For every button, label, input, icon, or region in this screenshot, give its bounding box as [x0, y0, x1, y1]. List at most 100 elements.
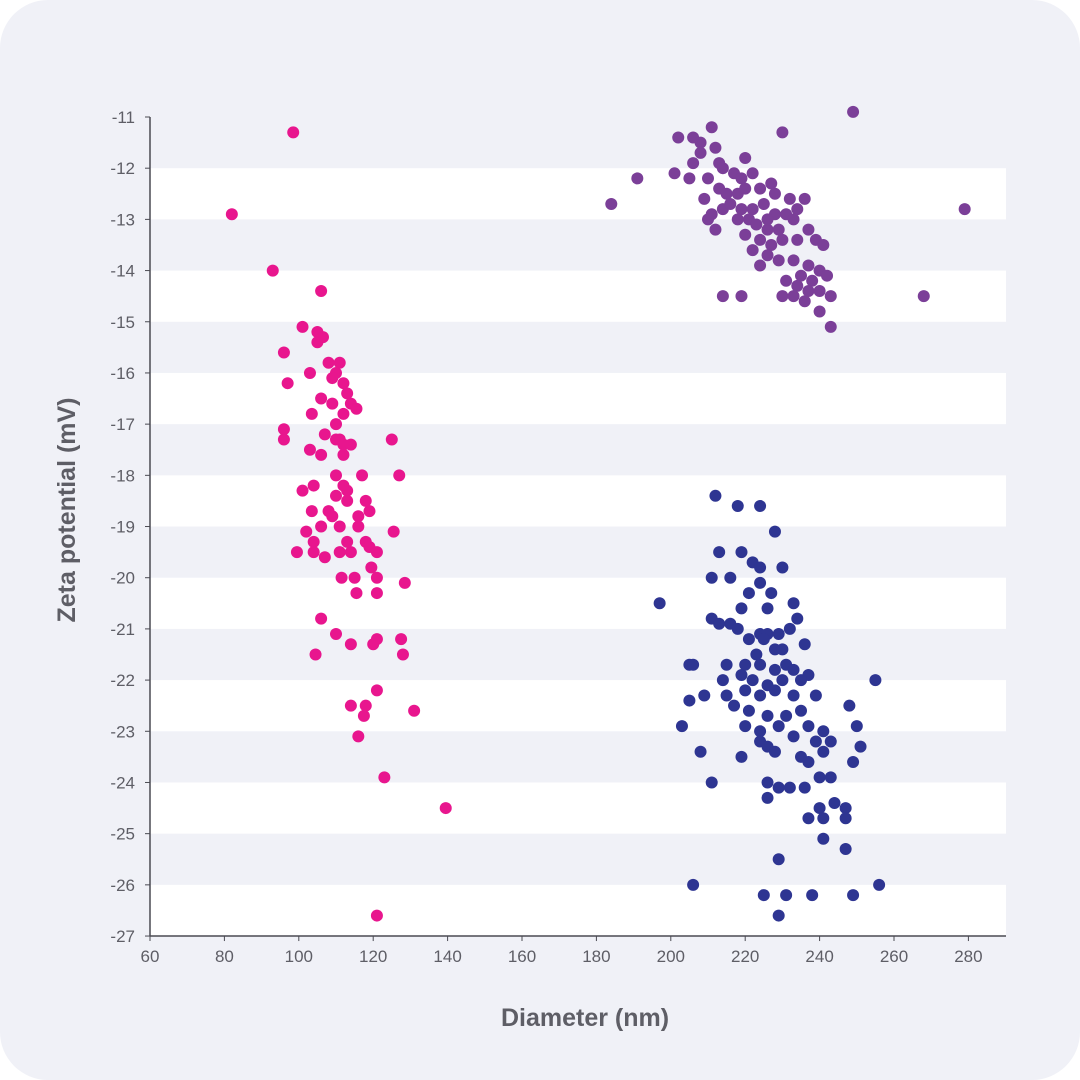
data-point-series-1	[344, 638, 357, 651]
data-point-series-3	[776, 643, 789, 656]
data-point-series-2	[709, 141, 722, 154]
data-point-series-1	[225, 208, 238, 221]
x-tick-labels: 60 80 100 120 140 160 180 200 220 240 260 280	[141, 936, 983, 966]
data-point-series-3	[761, 602, 774, 615]
data-point-series-2	[787, 290, 800, 303]
data-point-series-3	[754, 576, 767, 589]
y-tick-labels: -11 -12 -13 -14 -15 -16 -17 -18 -19 -20 -21 -22 -23 -…	[110, 108, 150, 946]
y-tick-label: -26	[110, 876, 135, 895]
data-point-series-1	[350, 402, 363, 415]
data-point-series-2	[847, 105, 860, 118]
data-point-series-2	[761, 213, 774, 226]
data-point-series-3	[817, 725, 830, 738]
data-point-series-1	[315, 448, 328, 461]
data-point-series-2	[791, 233, 804, 246]
data-point-series-1	[370, 571, 383, 584]
data-point-series-3	[728, 699, 741, 712]
data-point-series-1	[307, 479, 320, 492]
data-point-series-3	[809, 735, 822, 748]
data-point-series-3	[873, 878, 886, 891]
grid-bands	[150, 168, 1006, 937]
data-point-series-2	[791, 279, 804, 292]
data-point-series-1	[316, 331, 329, 344]
x-tick-label: 220	[731, 947, 759, 966]
data-point-series-1	[296, 484, 309, 497]
data-point-series-1	[330, 489, 342, 502]
data-point-series-2	[817, 238, 830, 251]
data-point-series-2	[795, 269, 807, 282]
data-point-series-3	[754, 725, 767, 738]
data-point-series-3	[776, 561, 789, 574]
y-tick-label: -16	[110, 364, 135, 383]
x-tick-label: 60	[141, 947, 160, 966]
data-point-series-1	[330, 469, 342, 482]
data-point-series-1	[277, 423, 290, 436]
y-tick-label: -12	[110, 159, 135, 178]
data-point-series-3	[705, 571, 718, 584]
data-point-series-1	[315, 520, 328, 533]
data-point-series-3	[687, 658, 700, 671]
data-point-series-3	[817, 745, 830, 758]
data-point-series-1	[335, 571, 348, 584]
data-point-series-1	[350, 587, 363, 600]
grid-band	[150, 475, 1006, 527]
data-point-series-2	[754, 233, 767, 246]
grid-band	[150, 577, 1006, 629]
data-point-series-1	[408, 704, 421, 717]
data-point-series-2	[917, 290, 930, 303]
data-point-series-2	[824, 290, 837, 303]
data-point-series-1	[344, 546, 357, 559]
data-point-series-3	[724, 571, 737, 584]
data-point-series-3	[783, 622, 796, 635]
x-axis-title: Diameter (nm)	[501, 1004, 669, 1032]
data-point-series-3	[742, 704, 755, 717]
data-point-series-1	[341, 535, 354, 548]
data-point-series-3	[757, 633, 770, 646]
data-point-series-3	[742, 633, 755, 646]
data-point-series-3	[750, 648, 763, 661]
data-point-series-3	[735, 546, 748, 559]
data-point-series-3	[813, 771, 826, 784]
data-point-series-2	[687, 157, 700, 170]
data-points	[225, 105, 971, 922]
data-point-series-2	[698, 192, 711, 205]
data-point-series-1	[326, 510, 339, 523]
data-point-series-3	[847, 889, 860, 902]
data-point-series-1	[305, 407, 318, 420]
data-point-series-2	[802, 223, 815, 236]
data-point-series-1	[352, 510, 365, 523]
y-tick-label: -11	[112, 108, 135, 127]
y-tick-label: -19	[110, 518, 135, 537]
data-point-series-1	[309, 648, 322, 661]
data-point-series-1	[359, 699, 372, 712]
data-point-series-1	[387, 525, 400, 538]
y-tick-label: -22	[110, 671, 135, 690]
data-point-series-3	[735, 668, 748, 681]
data-point-series-2	[787, 213, 800, 226]
data-point-series-2	[754, 182, 767, 195]
data-point-series-3	[683, 694, 696, 707]
data-point-series-2	[687, 131, 700, 144]
data-point-series-2	[958, 203, 971, 216]
y-tick-label: -23	[110, 722, 135, 741]
data-point-series-2	[739, 151, 752, 164]
data-point-series-1	[348, 571, 361, 584]
data-point-series-3	[754, 658, 767, 671]
data-point-series-3	[742, 587, 755, 600]
data-point-series-1	[315, 285, 328, 298]
data-point-series-1	[378, 771, 391, 784]
data-point-series-3	[787, 730, 800, 743]
data-point-series-1	[341, 494, 354, 507]
grid-band	[150, 884, 1006, 937]
data-point-series-1	[357, 709, 370, 722]
data-point-series-3	[780, 889, 793, 902]
data-point-series-2	[605, 198, 618, 211]
data-point-series-3	[795, 704, 807, 717]
data-point-series-3	[824, 771, 837, 784]
grid-band	[150, 782, 1006, 834]
data-point-series-1	[266, 264, 279, 277]
data-point-series-3	[787, 689, 800, 702]
data-point-series-3	[839, 812, 852, 825]
